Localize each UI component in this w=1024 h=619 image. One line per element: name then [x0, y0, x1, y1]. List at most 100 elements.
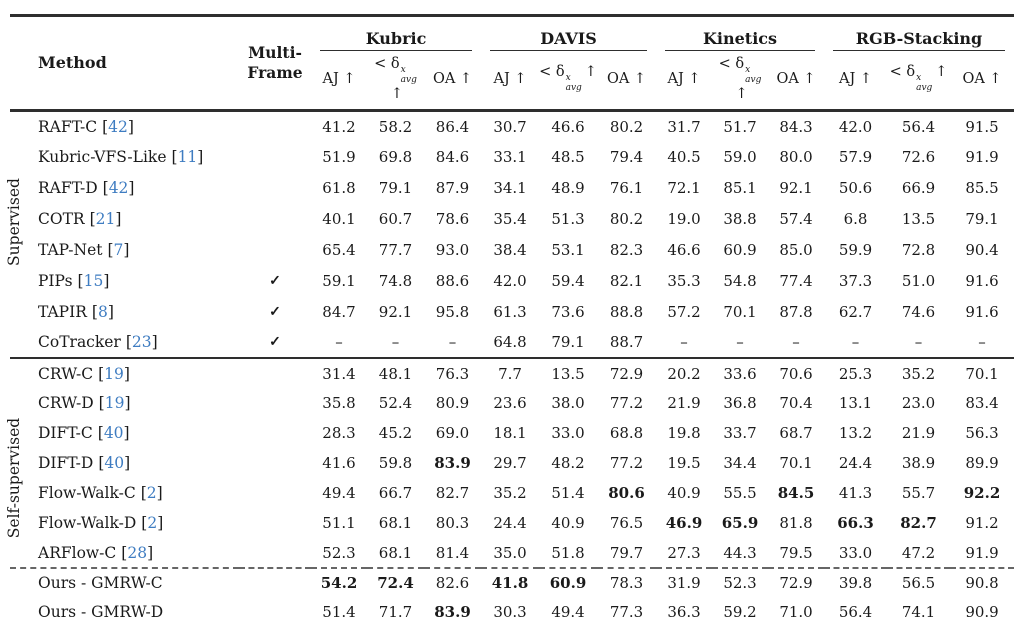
citation-bracket: ]: [107, 302, 114, 321]
column-header-method: Method: [38, 53, 107, 73]
metric-value-cell: 51.9: [322, 147, 356, 166]
citation-bracket: ]: [127, 117, 134, 136]
metric-value-cell: 23.0: [901, 394, 936, 413]
citation-link[interactable]: 40: [103, 424, 124, 443]
multi-frame-check: [239, 141, 311, 172]
table-row: CRW-D [19] 35.8 52.4 80.9 23.6 38.0 77.2 …: [10, 388, 1014, 418]
metric-value-cell: 41.2: [322, 117, 356, 136]
citation-bracket: [: [171, 147, 178, 166]
method-name: Kubric-VFS-Like: [38, 147, 167, 166]
metric-value-cell: 79.1: [378, 178, 413, 197]
column-header-delta-avg: < δ x avg ↑: [718, 56, 762, 102]
table-row: CRW-C [19] 31.4 48.1 76.3 7.7 13.5 72.9 2…: [10, 358, 1014, 388]
citation-link[interactable]: 8: [97, 302, 108, 321]
method-cell: ARFlow-C [28]: [10, 538, 239, 568]
table-row: Flow-Walk-C [2] 49.4 66.7 82.7 35.2 51.4 …: [10, 478, 1014, 508]
metric-value-cell: 21.9: [901, 424, 936, 443]
metric-value-cell: 53.1: [551, 240, 585, 259]
metric-value-cell: 79.7: [609, 543, 644, 562]
metric-value-cell: –: [448, 333, 457, 352]
method-cell: CoTracker [23]: [10, 327, 239, 358]
citation-link[interactable]: 2: [146, 484, 157, 503]
metric-value-cell: 59.4: [551, 271, 585, 290]
metric-value-cell: 52.3: [322, 543, 356, 562]
citation-link[interactable]: 42: [108, 178, 129, 197]
metric-value-cell: 82.3: [609, 240, 644, 259]
metric-value-cell: 33.0: [551, 424, 585, 443]
metric-value-cell: 91.9: [965, 543, 999, 562]
metric-value-cell: 72.9: [768, 567, 825, 598]
citation-bracket: [: [102, 117, 109, 136]
method-cell: Ours - GMRW-D: [10, 597, 239, 619]
metric-value-cell: 70.1: [779, 454, 813, 473]
metric-value-cell: 19.8: [667, 424, 701, 443]
table-row: PIPs [15] ✓ 59.1 74.8 88.6 42.0 59.4 82.1…: [10, 265, 1014, 296]
method-name: ARFlow-C: [38, 543, 117, 562]
metric-value-cell: 35.3: [667, 271, 701, 290]
metric-value-cell: 45.2: [378, 424, 413, 443]
citation-link[interactable]: 21: [95, 209, 116, 228]
citation-link[interactable]: 7: [113, 240, 124, 259]
citation-link[interactable]: 11: [177, 147, 198, 166]
citation-bracket: ]: [147, 543, 154, 562]
metric-value-cell: 69.0: [435, 424, 470, 443]
metric-value-cell: 21.9: [667, 394, 701, 413]
metric-value-cell: 68.1: [378, 543, 413, 562]
metric-value-cell: 34.4: [723, 454, 757, 473]
metric-value-cell: 91.6: [965, 302, 999, 321]
method-name: CRW-C: [38, 364, 94, 383]
metric-value-cell: 51.3: [551, 209, 585, 228]
citation-link[interactable]: 19: [104, 394, 125, 413]
column-header-oa: OA ↑: [606, 70, 647, 87]
method-cell: RAFT-D [42]: [10, 172, 239, 203]
metric-value-cell: 46.6: [667, 240, 701, 259]
metric-value-cell: 69.8: [378, 147, 413, 166]
citation-bracket: [: [91, 302, 98, 321]
metric-value-cell: 84.7: [322, 302, 356, 321]
metric-value-cell: 52.4: [378, 394, 413, 413]
method-cell: Flow-Walk-D [2]: [10, 508, 239, 538]
metric-value-cell: 91.2: [965, 514, 999, 533]
citation-link[interactable]: 42: [108, 117, 128, 136]
column-header-oa: OA ↑: [776, 70, 816, 87]
metric-value-cell: 77.2: [609, 394, 644, 413]
metric-value-cell: 38.4: [493, 240, 527, 259]
citation-bracket: ]: [123, 240, 130, 259]
multi-frame-check: [239, 418, 311, 448]
metric-value-cell: 28.3: [322, 424, 356, 443]
column-header-oa: OA ↑: [962, 70, 1002, 87]
citation-link[interactable]: 28: [127, 543, 148, 562]
multi-frame-check: [239, 172, 311, 203]
metric-value-cell: 40.9: [667, 484, 701, 503]
citation-link[interactable]: 23: [131, 333, 152, 352]
metric-value-cell: 72.1: [667, 178, 701, 197]
metric-value-cell: 13.2: [838, 424, 873, 443]
metric-value-cell: 71.7: [378, 602, 413, 619]
column-group-kinetics: Kinetics: [656, 16, 824, 51]
column-group-rgb-stacking: RGB-Stacking: [824, 16, 1014, 51]
citation-link[interactable]: 40: [104, 454, 125, 473]
method-name: Ours - GMRW-D: [38, 602, 164, 619]
metric-value-cell: 74.8: [378, 271, 413, 290]
metric-value-cell: 47.2: [901, 543, 936, 562]
metric-value-cell: 68.1: [378, 514, 413, 533]
citation-bracket: ]: [197, 147, 204, 166]
metric-value-cell: 77.3: [609, 602, 644, 619]
method-name: Flow-Walk-D: [38, 514, 137, 533]
multi-frame-check: [239, 110, 311, 141]
metric-value-cell: 35.2: [493, 484, 527, 503]
citation-link[interactable]: 2: [147, 514, 158, 533]
citation-bracket: ]: [115, 209, 122, 228]
metric-value-cell: 30.7: [493, 117, 527, 136]
metric-value-cell: 66.3: [837, 514, 874, 533]
citation-link[interactable]: 15: [83, 271, 104, 290]
citation-bracket: ]: [103, 271, 110, 290]
metric-value-cell: 90.4: [965, 240, 999, 259]
citation-link[interactable]: 19: [104, 364, 124, 383]
metric-value-cell: 56.4: [838, 602, 873, 619]
method-cell: Ours - GMRW-C: [10, 567, 239, 598]
metric-value-cell: 29.7: [493, 454, 527, 473]
metric-value-cell: 50.6: [838, 178, 873, 197]
metric-value-cell: 13.5: [901, 209, 936, 228]
metric-value-cell: 88.7: [609, 333, 644, 352]
